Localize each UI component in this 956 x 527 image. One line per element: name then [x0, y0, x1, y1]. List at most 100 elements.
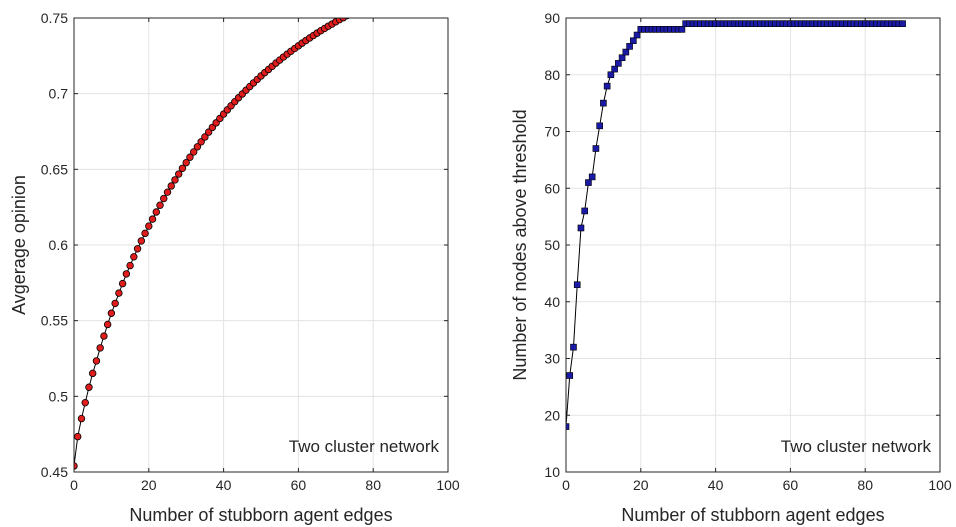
data-point — [626, 43, 633, 50]
data-point — [377, 0, 384, 3]
data-point — [570, 343, 577, 351]
y-axis-title: Number of nodes above threshold — [510, 109, 530, 380]
x-tick-label: 40 — [708, 477, 724, 493]
data-point — [148, 215, 157, 223]
data-point — [122, 270, 131, 278]
data-point — [615, 60, 622, 67]
y-tick-label: 20 — [544, 407, 560, 423]
y-tick-label: 0.55 — [41, 313, 68, 329]
y-tick-label: 10 — [544, 464, 560, 480]
annotation-label: Two cluster network — [289, 437, 440, 456]
y-tick-label: 60 — [544, 180, 560, 196]
data-point — [603, 82, 611, 90]
data-point — [592, 145, 600, 152]
data-point — [596, 122, 603, 130]
data-point — [171, 176, 179, 184]
data-point — [111, 299, 119, 308]
data-point — [585, 179, 592, 186]
x-tick-label: 0 — [562, 477, 570, 493]
annotation-label: Two cluster network — [781, 437, 932, 456]
data-point — [197, 138, 205, 146]
x-tick-label: 60 — [783, 477, 799, 493]
data-point — [103, 320, 112, 329]
data-point — [588, 173, 596, 181]
data-point — [581, 207, 589, 215]
data-point — [130, 253, 138, 261]
chart-right: 0 20 40 60 80 100 10 20 30 40 50 60 70 80 90 Number of … — [510, 10, 952, 525]
data-point — [85, 383, 93, 391]
data-point — [347, 10, 354, 17]
data-point — [160, 194, 168, 203]
data-point — [178, 164, 187, 172]
y-tick-label: 0.5 — [49, 388, 69, 404]
data-point — [88, 369, 97, 378]
data-point — [74, 462, 78, 470]
y-axis-title: Avgerage opinion — [9, 175, 29, 315]
y-tick-label: 30 — [544, 351, 560, 367]
series — [566, 20, 906, 430]
x-tick-label: 80 — [365, 477, 381, 493]
data-point — [141, 229, 149, 238]
y-tick-label: 0.6 — [49, 237, 69, 253]
x-tick-label: 100 — [928, 477, 952, 493]
data-point — [355, 7, 362, 14]
data-point — [100, 332, 108, 340]
y-tick-label: 0.65 — [41, 161, 68, 177]
data-point — [374, 0, 381, 4]
y-tick-label: 40 — [544, 294, 560, 310]
data-point — [167, 182, 175, 190]
data-point — [107, 309, 116, 317]
y-tick-label: 80 — [544, 67, 560, 83]
x-tick-label: 100 — [436, 477, 460, 493]
data-point — [156, 201, 164, 209]
data-point — [193, 143, 202, 151]
y-tick-label: 70 — [544, 124, 560, 140]
x-axis-title: Number of stubborn agent edges — [129, 505, 392, 525]
x-tick-label: 20 — [633, 477, 649, 493]
data-point — [126, 261, 134, 270]
data-point — [145, 222, 153, 230]
data-point — [381, 0, 388, 1]
y-tick-label: 0.45 — [41, 464, 68, 480]
data-point — [630, 37, 637, 45]
data-point — [611, 65, 618, 73]
data-point — [152, 208, 160, 216]
data-point — [566, 372, 574, 379]
y-tick-label: 0.75 — [41, 10, 68, 26]
data-point — [81, 398, 89, 407]
data-point — [622, 48, 630, 56]
data-point — [118, 279, 127, 288]
y-tick-label: 0.7 — [49, 86, 69, 102]
data-point — [678, 26, 686, 33]
y-tick-label: 50 — [544, 237, 560, 253]
data-point — [74, 432, 82, 441]
data-point — [92, 357, 101, 365]
x-axis-title: Number of stubborn agent edges — [621, 505, 884, 525]
x-tick-label: 80 — [857, 477, 873, 493]
data-point — [359, 5, 366, 12]
x-tick-label: 20 — [141, 477, 157, 493]
data-point — [339, 18, 347, 22]
data-point — [573, 281, 581, 289]
data-point — [899, 20, 906, 27]
x-tick-label: 0 — [70, 477, 78, 493]
data-point — [201, 133, 209, 141]
data-point — [189, 148, 198, 156]
data-point — [186, 153, 194, 161]
y-tick-label: 90 — [544, 10, 560, 26]
x-tick-label: 40 — [216, 477, 232, 493]
data-point — [577, 224, 585, 232]
data-point — [163, 188, 172, 196]
data-point — [370, 0, 377, 6]
data-point — [633, 31, 641, 39]
data-point — [566, 423, 570, 430]
data-point — [115, 289, 123, 297]
data-point — [607, 71, 615, 79]
data-point — [133, 245, 142, 253]
x-tick-label: 60 — [291, 477, 307, 493]
data-point — [618, 54, 626, 62]
data-point — [366, 1, 373, 8]
data-point — [96, 344, 104, 352]
data-point — [362, 3, 369, 10]
